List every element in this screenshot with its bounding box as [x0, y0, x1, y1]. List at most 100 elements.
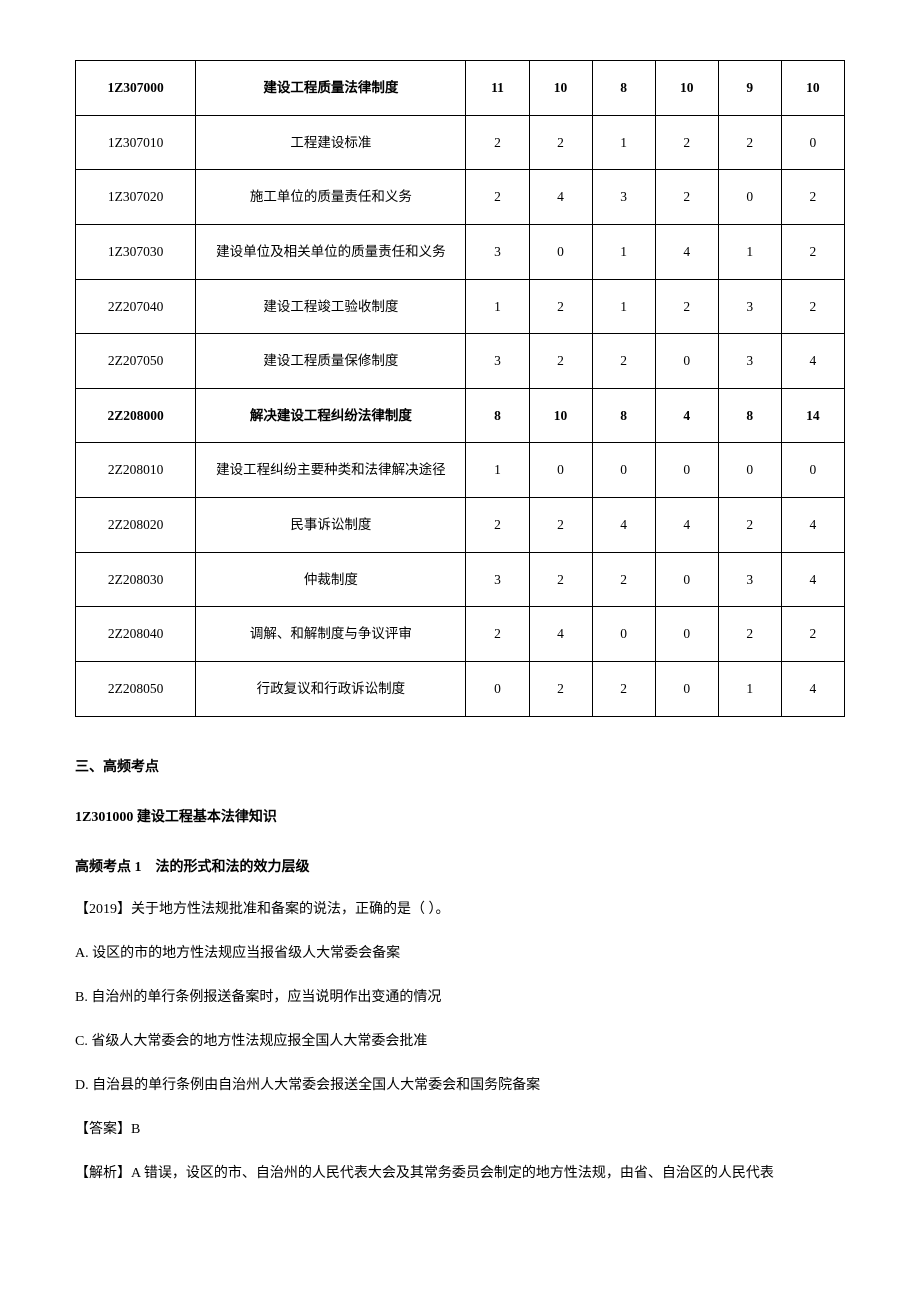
num-cell: 0 — [592, 443, 655, 498]
desc-cell: 调解、和解制度与争议评审 — [196, 607, 466, 662]
num-cell: 11 — [466, 61, 529, 116]
num-cell: 2 — [529, 498, 592, 553]
num-cell: 0 — [781, 443, 844, 498]
num-cell: 4 — [655, 498, 718, 553]
num-cell: 3 — [718, 334, 781, 389]
num-cell: 4 — [655, 224, 718, 279]
code-cell: 2Z207040 — [76, 279, 196, 334]
desc-cell: 施工单位的质量责任和义务 — [196, 170, 466, 225]
desc-cell: 解决建设工程纠纷法律制度 — [196, 388, 466, 443]
num-cell: 2 — [529, 279, 592, 334]
analysis-line: 【解析】A 错误，设区的市、自治州的人民代表大会及其常务委员会制定的地方性法规，… — [75, 1160, 845, 1188]
num-cell: 8 — [592, 388, 655, 443]
num-cell: 4 — [655, 388, 718, 443]
table-row: 1Z307030建设单位及相关单位的质量责任和义务301412 — [76, 224, 845, 279]
code-cell: 2Z208000 — [76, 388, 196, 443]
desc-cell: 建设工程质量保修制度 — [196, 334, 466, 389]
num-cell: 2 — [529, 552, 592, 607]
option-b: B. 自治州的单行条例报送备案时，应当说明作出变通的情况 — [75, 984, 845, 1012]
code-cell: 2Z208040 — [76, 607, 196, 662]
num-cell: 1 — [466, 279, 529, 334]
num-cell: 2 — [655, 115, 718, 170]
table-row: 2Z207050建设工程质量保修制度322034 — [76, 334, 845, 389]
num-cell: 2 — [781, 170, 844, 225]
num-cell: 0 — [529, 443, 592, 498]
num-cell: 0 — [718, 170, 781, 225]
section-heading-3: 三、高频考点 — [75, 757, 845, 779]
num-cell: 10 — [781, 61, 844, 116]
option-d: D. 自治县的单行条例由自治州人大常委会报送全国人大常委会和国务院备案 — [75, 1072, 845, 1100]
num-cell: 3 — [718, 552, 781, 607]
table-row: 2Z208050行政复议和行政诉讼制度022014 — [76, 662, 845, 717]
num-cell: 4 — [781, 552, 844, 607]
num-cell: 4 — [529, 607, 592, 662]
num-cell: 3 — [466, 334, 529, 389]
num-cell: 2 — [529, 662, 592, 717]
num-cell: 4 — [781, 334, 844, 389]
num-cell: 0 — [655, 443, 718, 498]
table-row: 2Z208040调解、和解制度与争议评审240022 — [76, 607, 845, 662]
num-cell: 0 — [655, 662, 718, 717]
num-cell: 0 — [781, 115, 844, 170]
code-cell: 1Z307010 — [76, 115, 196, 170]
code-cell: 2Z208030 — [76, 552, 196, 607]
num-cell: 8 — [466, 388, 529, 443]
num-cell: 4 — [592, 498, 655, 553]
num-cell: 3 — [592, 170, 655, 225]
num-cell: 0 — [655, 552, 718, 607]
option-a: A. 设区的市的地方性法规应当报省级人大常委会备案 — [75, 940, 845, 968]
num-cell: 2 — [466, 607, 529, 662]
num-cell: 1 — [592, 279, 655, 334]
num-cell: 2 — [529, 115, 592, 170]
table-row: 2Z208020民事诉讼制度224424 — [76, 498, 845, 553]
num-cell: 0 — [718, 443, 781, 498]
num-cell: 2 — [718, 498, 781, 553]
desc-cell: 民事诉讼制度 — [196, 498, 466, 553]
num-cell: 2 — [655, 279, 718, 334]
num-cell: 1 — [466, 443, 529, 498]
table-row: 2Z208010建设工程纠纷主要种类和法律解决途径100000 — [76, 443, 845, 498]
num-cell: 2 — [592, 552, 655, 607]
num-cell: 4 — [529, 170, 592, 225]
num-cell: 0 — [466, 662, 529, 717]
code-cell: 2Z207050 — [76, 334, 196, 389]
num-cell: 2 — [529, 334, 592, 389]
desc-cell: 建设工程纠纷主要种类和法律解决途径 — [196, 443, 466, 498]
table-row: 2Z207040建设工程竣工验收制度121232 — [76, 279, 845, 334]
code-cell: 1Z307000 — [76, 61, 196, 116]
code-cell: 1Z307020 — [76, 170, 196, 225]
question-stem: 【2019】关于地方性法规批准和备案的说法，正确的是（ ）。 — [75, 896, 845, 924]
num-cell: 1 — [718, 662, 781, 717]
num-cell: 2 — [655, 170, 718, 225]
num-cell: 2 — [466, 170, 529, 225]
desc-cell: 仲裁制度 — [196, 552, 466, 607]
num-cell: 2 — [466, 498, 529, 553]
desc-cell: 建设工程质量法律制度 — [196, 61, 466, 116]
num-cell: 0 — [655, 607, 718, 662]
num-cell: 2 — [718, 115, 781, 170]
num-cell: 3 — [466, 552, 529, 607]
code-cell: 2Z208050 — [76, 662, 196, 717]
num-cell: 10 — [529, 61, 592, 116]
num-cell: 2 — [592, 334, 655, 389]
num-cell: 0 — [529, 224, 592, 279]
table-row: 1Z307010工程建设标准221220 — [76, 115, 845, 170]
num-cell: 1 — [592, 224, 655, 279]
topic-heading: 1Z301000 建设工程基本法律知识 — [75, 807, 845, 829]
num-cell: 2 — [718, 607, 781, 662]
high-freq-point-heading: 高频考点 1 法的形式和法的效力层级 — [75, 857, 845, 879]
code-cell: 1Z307030 — [76, 224, 196, 279]
num-cell: 1 — [718, 224, 781, 279]
num-cell: 2 — [781, 224, 844, 279]
num-cell: 0 — [592, 607, 655, 662]
table-row: 1Z307020施工单位的质量责任和义务243202 — [76, 170, 845, 225]
table-row: 1Z307000建设工程质量法律制度1110810910 — [76, 61, 845, 116]
answer-line: 【答案】B — [75, 1116, 845, 1144]
option-c: C. 省级人大常委会的地方性法规应报全国人大常委会批准 — [75, 1028, 845, 1056]
num-cell: 2 — [781, 279, 844, 334]
desc-cell: 建设工程竣工验收制度 — [196, 279, 466, 334]
num-cell: 8 — [718, 388, 781, 443]
num-cell: 2 — [781, 607, 844, 662]
num-cell: 3 — [718, 279, 781, 334]
code-cell: 2Z208020 — [76, 498, 196, 553]
